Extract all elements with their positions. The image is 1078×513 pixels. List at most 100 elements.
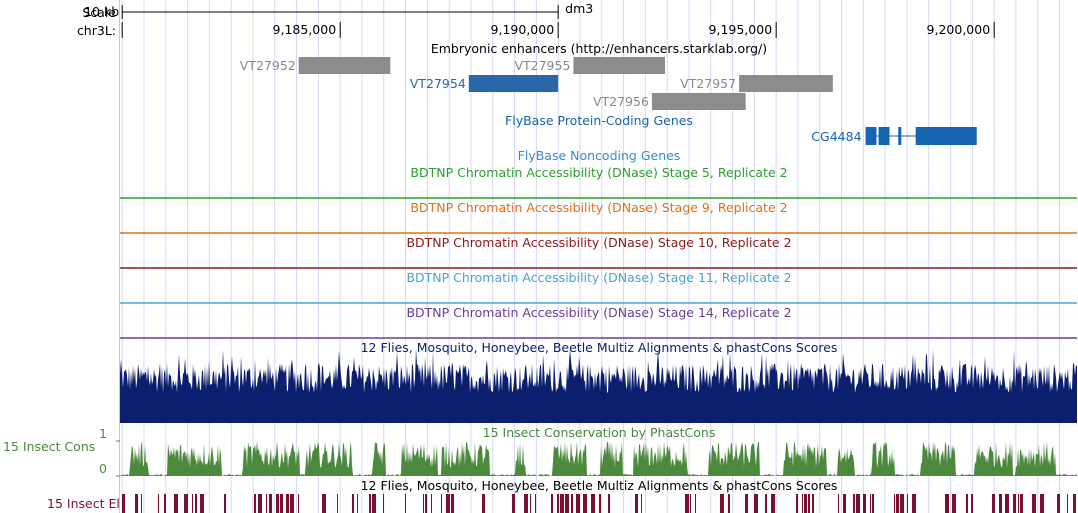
conserved-element[interactable] — [765, 494, 767, 513]
dnase-track-title[interactable]: BDTNP Chromatin Accessibility (DNase) St… — [410, 165, 787, 180]
conserved-element[interactable] — [192, 494, 193, 513]
conserved-element[interactable] — [337, 494, 338, 513]
conserved-element[interactable] — [945, 494, 949, 513]
conserved-element[interactable] — [728, 494, 730, 513]
conserved-element[interactable] — [896, 494, 899, 513]
conserved-element[interactable] — [195, 494, 197, 513]
conserved-element[interactable] — [812, 494, 814, 513]
dnase-track-title[interactable]: BDTNP Chromatin Accessibility (DNase) St… — [406, 235, 791, 250]
conserved-element[interactable] — [266, 494, 267, 513]
conserved-element[interactable] — [863, 494, 866, 513]
enhancer-feature[interactable] — [651, 93, 746, 110]
conserved-element[interactable] — [583, 494, 587, 513]
elements-side-label[interactable]: 15 Insect El — [47, 496, 120, 511]
conserved-element[interactable] — [446, 494, 450, 513]
conserved-element[interactable] — [269, 494, 272, 513]
multiz-track-title[interactable]: 12 Flies, Mosquito, Honeybee, Beetle Mul… — [361, 340, 838, 355]
conserved-element[interactable] — [280, 494, 283, 513]
conserved-element[interactable] — [608, 494, 610, 513]
conserved-element[interactable] — [224, 494, 226, 513]
conserved-element[interactable] — [1032, 494, 1036, 513]
conserved-element[interactable] — [141, 494, 142, 513]
conserved-element[interactable] — [174, 494, 178, 513]
conserved-element[interactable] — [298, 494, 299, 513]
conserved-element[interactable] — [286, 494, 289, 513]
conserved-element[interactable] — [258, 494, 262, 513]
conserved-element[interactable] — [992, 494, 995, 513]
conserved-element[interactable] — [357, 494, 358, 513]
conserved-element[interactable] — [1057, 494, 1060, 513]
conserved-element[interactable] — [1073, 494, 1076, 513]
conserved-element[interactable] — [870, 494, 871, 513]
conserved-element[interactable] — [952, 494, 956, 513]
enhancer-label[interactable]: VT27955 — [514, 58, 570, 73]
conserved-element[interactable] — [557, 494, 559, 513]
conserved-element[interactable] — [290, 494, 294, 513]
conserved-element[interactable] — [254, 494, 256, 513]
conserved-element[interactable] — [322, 494, 326, 513]
conserved-element[interactable] — [122, 494, 125, 513]
elements-track-title[interactable]: 12 Flies, Mosquito, Honeybee, Beetle Mul… — [361, 478, 838, 493]
conserved-element[interactable] — [369, 494, 371, 513]
conserved-element[interactable] — [164, 494, 166, 513]
conserved-element[interactable] — [372, 494, 376, 513]
enhancer-label[interactable]: VT27954 — [410, 76, 466, 91]
gene-exon[interactable] — [865, 127, 877, 145]
dnase-track-title[interactable]: BDTNP Chromatin Accessibility (DNase) St… — [406, 305, 791, 320]
conserved-element[interactable] — [571, 494, 573, 513]
conserved-element[interactable] — [482, 494, 485, 513]
conserved-element[interactable] — [907, 494, 908, 513]
conserved-element[interactable] — [635, 494, 638, 513]
conserved-element[interactable] — [695, 494, 696, 513]
gene-exon[interactable] — [898, 127, 902, 145]
conserved-element[interactable] — [856, 494, 860, 513]
conserved-element[interactable] — [796, 494, 798, 513]
conserved-element[interactable] — [894, 494, 895, 513]
conserved-element[interactable] — [1040, 494, 1044, 513]
conserved-element[interactable] — [802, 494, 803, 513]
dnase-track-title[interactable]: BDTNP Chromatin Accessibility (DNase) St… — [406, 270, 791, 285]
conserved-element[interactable] — [971, 494, 973, 513]
conserved-element[interactable] — [754, 494, 758, 513]
conserved-element[interactable] — [804, 494, 807, 513]
conserved-element[interactable] — [900, 494, 904, 513]
conserved-element[interactable] — [685, 494, 689, 513]
enhancer-label[interactable]: VT27957 — [680, 76, 736, 91]
conserved-element[interactable] — [425, 494, 427, 513]
conserved-element[interactable] — [565, 494, 569, 513]
conservation-side-label[interactable]: 15 Insect Cons — [3, 439, 96, 454]
gene-label[interactable]: CG4484 — [811, 129, 861, 144]
conserved-element[interactable] — [200, 494, 204, 513]
conserved-element[interactable] — [1018, 494, 1019, 513]
conserved-element[interactable] — [1067, 494, 1068, 513]
multiz-wiggle[interactable] — [120, 348, 1077, 423]
conserved-element[interactable] — [1005, 494, 1009, 513]
conserved-element[interactable] — [838, 494, 839, 513]
conserved-element[interactable] — [999, 494, 1002, 513]
conserved-element[interactable] — [431, 494, 432, 513]
conserved-element[interactable] — [383, 494, 384, 513]
noncoding-track-title[interactable]: FlyBase Noncoding Genes — [518, 148, 681, 163]
conserved-element[interactable] — [872, 494, 874, 513]
conserved-element[interactable] — [599, 494, 601, 513]
conserved-element[interactable] — [405, 494, 406, 513]
enhancer-label[interactable]: VT27956 — [593, 94, 649, 109]
conserved-element[interactable] — [451, 494, 454, 513]
conserved-element[interactable] — [560, 494, 564, 513]
gene-exon[interactable] — [878, 127, 890, 145]
conserved-element[interactable] — [184, 494, 188, 513]
enhancers-track-title[interactable]: Embryonic enhancers (http://enhancers.st… — [431, 41, 767, 56]
enhancer-label[interactable]: VT27952 — [240, 58, 296, 73]
conserved-element[interactable] — [441, 494, 442, 513]
conserved-element[interactable] — [745, 494, 748, 513]
conserved-element[interactable] — [158, 494, 159, 513]
conserved-element[interactable] — [276, 494, 279, 513]
conserved-element[interactable] — [423, 494, 424, 513]
conserved-element[interactable] — [771, 494, 775, 513]
conserved-element[interactable] — [1020, 494, 1023, 513]
conserved-element[interactable] — [135, 494, 138, 513]
conserved-element[interactable] — [966, 494, 968, 513]
gene-exon[interactable] — [915, 127, 977, 145]
